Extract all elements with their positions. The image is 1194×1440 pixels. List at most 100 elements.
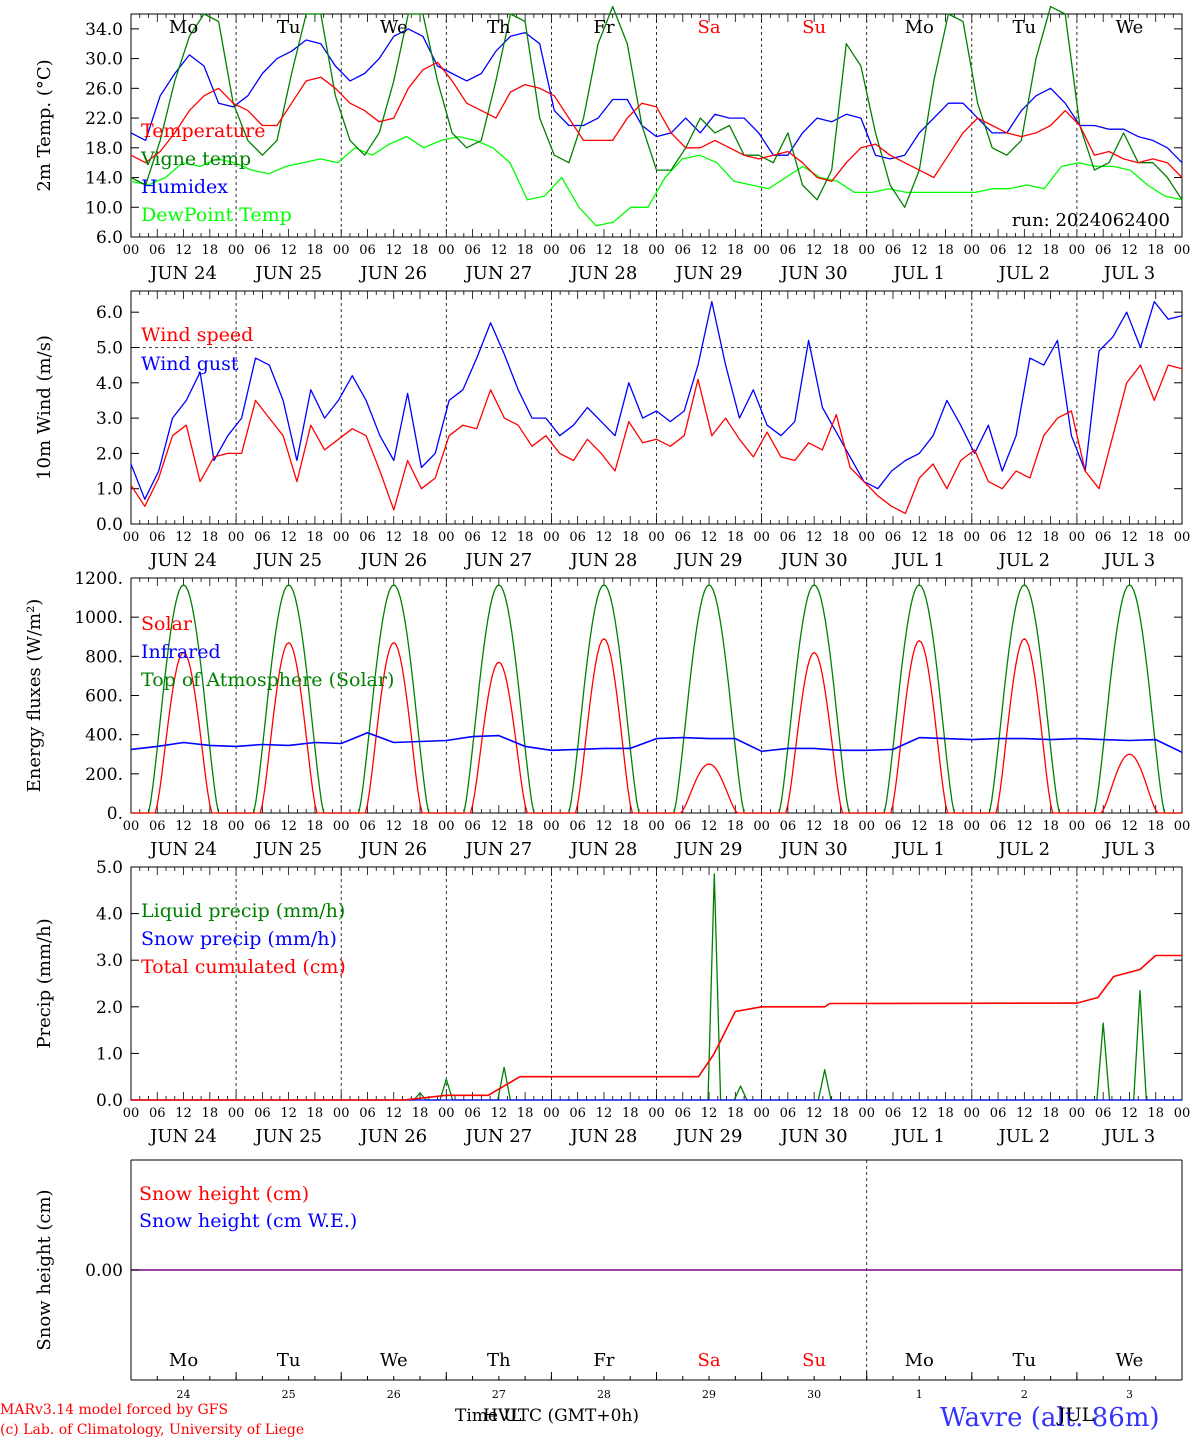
- hour-tick-label: 06: [780, 819, 797, 834]
- hour-tick-label: 00: [858, 1106, 875, 1121]
- hour-tick-label: 12: [911, 243, 928, 258]
- hour-tick-label: 18: [517, 243, 534, 258]
- hour-tick-label: 00: [648, 243, 665, 258]
- hour-tick-label: 00: [543, 243, 560, 258]
- hour-tick-label: 12: [385, 243, 402, 258]
- date-label: JUN 30: [779, 839, 848, 860]
- day-number-label: 25: [282, 1388, 296, 1401]
- date-label: JUL 2: [997, 1126, 1051, 1147]
- date-label: JUN 29: [674, 1126, 743, 1147]
- hour-tick-label: 00: [123, 243, 140, 258]
- date-label: JUL 2: [997, 839, 1051, 860]
- y-tick-label: 34.0: [85, 20, 123, 40]
- y-tick-label: 22.0: [85, 109, 123, 129]
- date-label: JUL 1: [891, 839, 945, 860]
- credit-line-1: MARv3.14 model forced by GFS: [0, 1402, 229, 1418]
- series-line-wind-gust: [130, 300, 1183, 500]
- y-axis-label: Energy fluxes (W/m²): [24, 599, 45, 793]
- date-label: JUN 30: [779, 550, 848, 571]
- hour-tick-label: 18: [1042, 243, 1059, 258]
- hour-tick-label: 06: [149, 1106, 166, 1121]
- y-tick-label: 0.00: [85, 1261, 123, 1281]
- day-number-label: 26: [387, 1388, 401, 1401]
- hour-tick-label: 18: [727, 1106, 744, 1121]
- hour-tick-label: 06: [675, 530, 692, 545]
- y-tick-label: 6.0: [96, 303, 123, 323]
- hour-tick-label: 18: [307, 243, 324, 258]
- hour-tick-label: 18: [832, 1106, 849, 1121]
- hour-tick-label: 00: [648, 1106, 665, 1121]
- legend-entry: Top of Atmosphere (Solar): [141, 669, 394, 691]
- hour-tick-label: 18: [307, 1106, 324, 1121]
- hour-tick-label: 06: [885, 243, 902, 258]
- hour-tick-label: 06: [885, 819, 902, 834]
- hour-tick-label: 00: [753, 243, 770, 258]
- hour-tick-label: 12: [491, 530, 508, 545]
- hour-tick-label: 00: [753, 1106, 770, 1121]
- hour-tick-label: 06: [359, 1106, 376, 1121]
- hour-tick-label: 06: [149, 530, 166, 545]
- hour-tick-label: 18: [1147, 243, 1164, 258]
- hour-tick-label: 12: [1016, 819, 1033, 834]
- hour-tick-label: 06: [464, 819, 481, 834]
- hour-tick-label: 12: [701, 243, 718, 258]
- date-label: JUN 30: [779, 1126, 848, 1147]
- y-tick-label: 3.0: [96, 951, 123, 971]
- hour-tick-label: 00: [1069, 1106, 1086, 1121]
- legend-entry: Wind speed: [141, 324, 253, 346]
- hour-tick-label: 00: [1174, 243, 1191, 258]
- legend-entry: Snow height (cm): [139, 1183, 309, 1205]
- hour-tick-label: 12: [175, 819, 192, 834]
- y-tick-label: 0.0: [96, 1091, 123, 1111]
- hour-tick-label: 00: [1069, 530, 1086, 545]
- hour-tick-label: 18: [1042, 530, 1059, 545]
- hour-tick-label: 12: [1016, 243, 1033, 258]
- hour-tick-label: 06: [1095, 530, 1112, 545]
- hour-tick-label: 06: [569, 1106, 586, 1121]
- hour-tick-label: 12: [911, 1106, 928, 1121]
- y-tick-label: 10.0: [85, 198, 123, 218]
- hour-tick-label: 06: [569, 243, 586, 258]
- hour-tick-label: 12: [280, 819, 297, 834]
- date-label: JUN 27: [463, 550, 532, 571]
- hour-tick-label: 18: [202, 1106, 219, 1121]
- y-tick-label: 5.0: [96, 338, 123, 358]
- hour-tick-label: 00: [648, 819, 665, 834]
- run-label: run: 2024062400: [1012, 210, 1170, 231]
- hour-tick-label: 06: [675, 819, 692, 834]
- date-label: JUN 25: [253, 839, 322, 860]
- legend-entry: Humidex: [141, 176, 228, 198]
- day-number-label: 24: [177, 1388, 191, 1401]
- hour-tick-label: 00: [964, 243, 981, 258]
- date-label: JUN 25: [253, 550, 322, 571]
- hour-tick-label: 12: [701, 819, 718, 834]
- date-label: JUN 28: [569, 263, 638, 284]
- hour-tick-label: 06: [359, 530, 376, 545]
- hour-tick-label: 18: [517, 1106, 534, 1121]
- y-axis-label: 10m Wind (m/s): [34, 335, 55, 480]
- date-label: JUN 28: [569, 839, 638, 860]
- hour-tick-label: 18: [937, 530, 954, 545]
- date-label: JUN 24: [148, 550, 217, 571]
- hour-tick-label: 00: [228, 243, 245, 258]
- hour-tick-label: 12: [806, 243, 823, 258]
- hour-tick-label: 06: [464, 530, 481, 545]
- date-label: JUL 3: [1102, 839, 1156, 860]
- hour-tick-label: 18: [1147, 530, 1164, 545]
- legend-entry: DewPoint Temp: [141, 204, 292, 226]
- hour-tick-label: 06: [990, 819, 1007, 834]
- weekday-label: Th: [487, 17, 511, 38]
- hour-tick-label: 18: [1147, 819, 1164, 834]
- hour-tick-label: 06: [569, 530, 586, 545]
- hour-tick-label: 12: [806, 819, 823, 834]
- hour-tick-label: 00: [228, 1106, 245, 1121]
- hour-tick-label: 00: [333, 243, 350, 258]
- hour-tick-label: 06: [359, 819, 376, 834]
- hour-tick-label: 00: [1069, 819, 1086, 834]
- hour-tick-label: 12: [596, 819, 613, 834]
- weekday-label: Mo: [905, 17, 934, 38]
- date-label: JUN 26: [358, 550, 427, 571]
- hour-tick-label: 18: [202, 530, 219, 545]
- hour-tick-label: 00: [228, 819, 245, 834]
- hour-tick-label: 00: [123, 1106, 140, 1121]
